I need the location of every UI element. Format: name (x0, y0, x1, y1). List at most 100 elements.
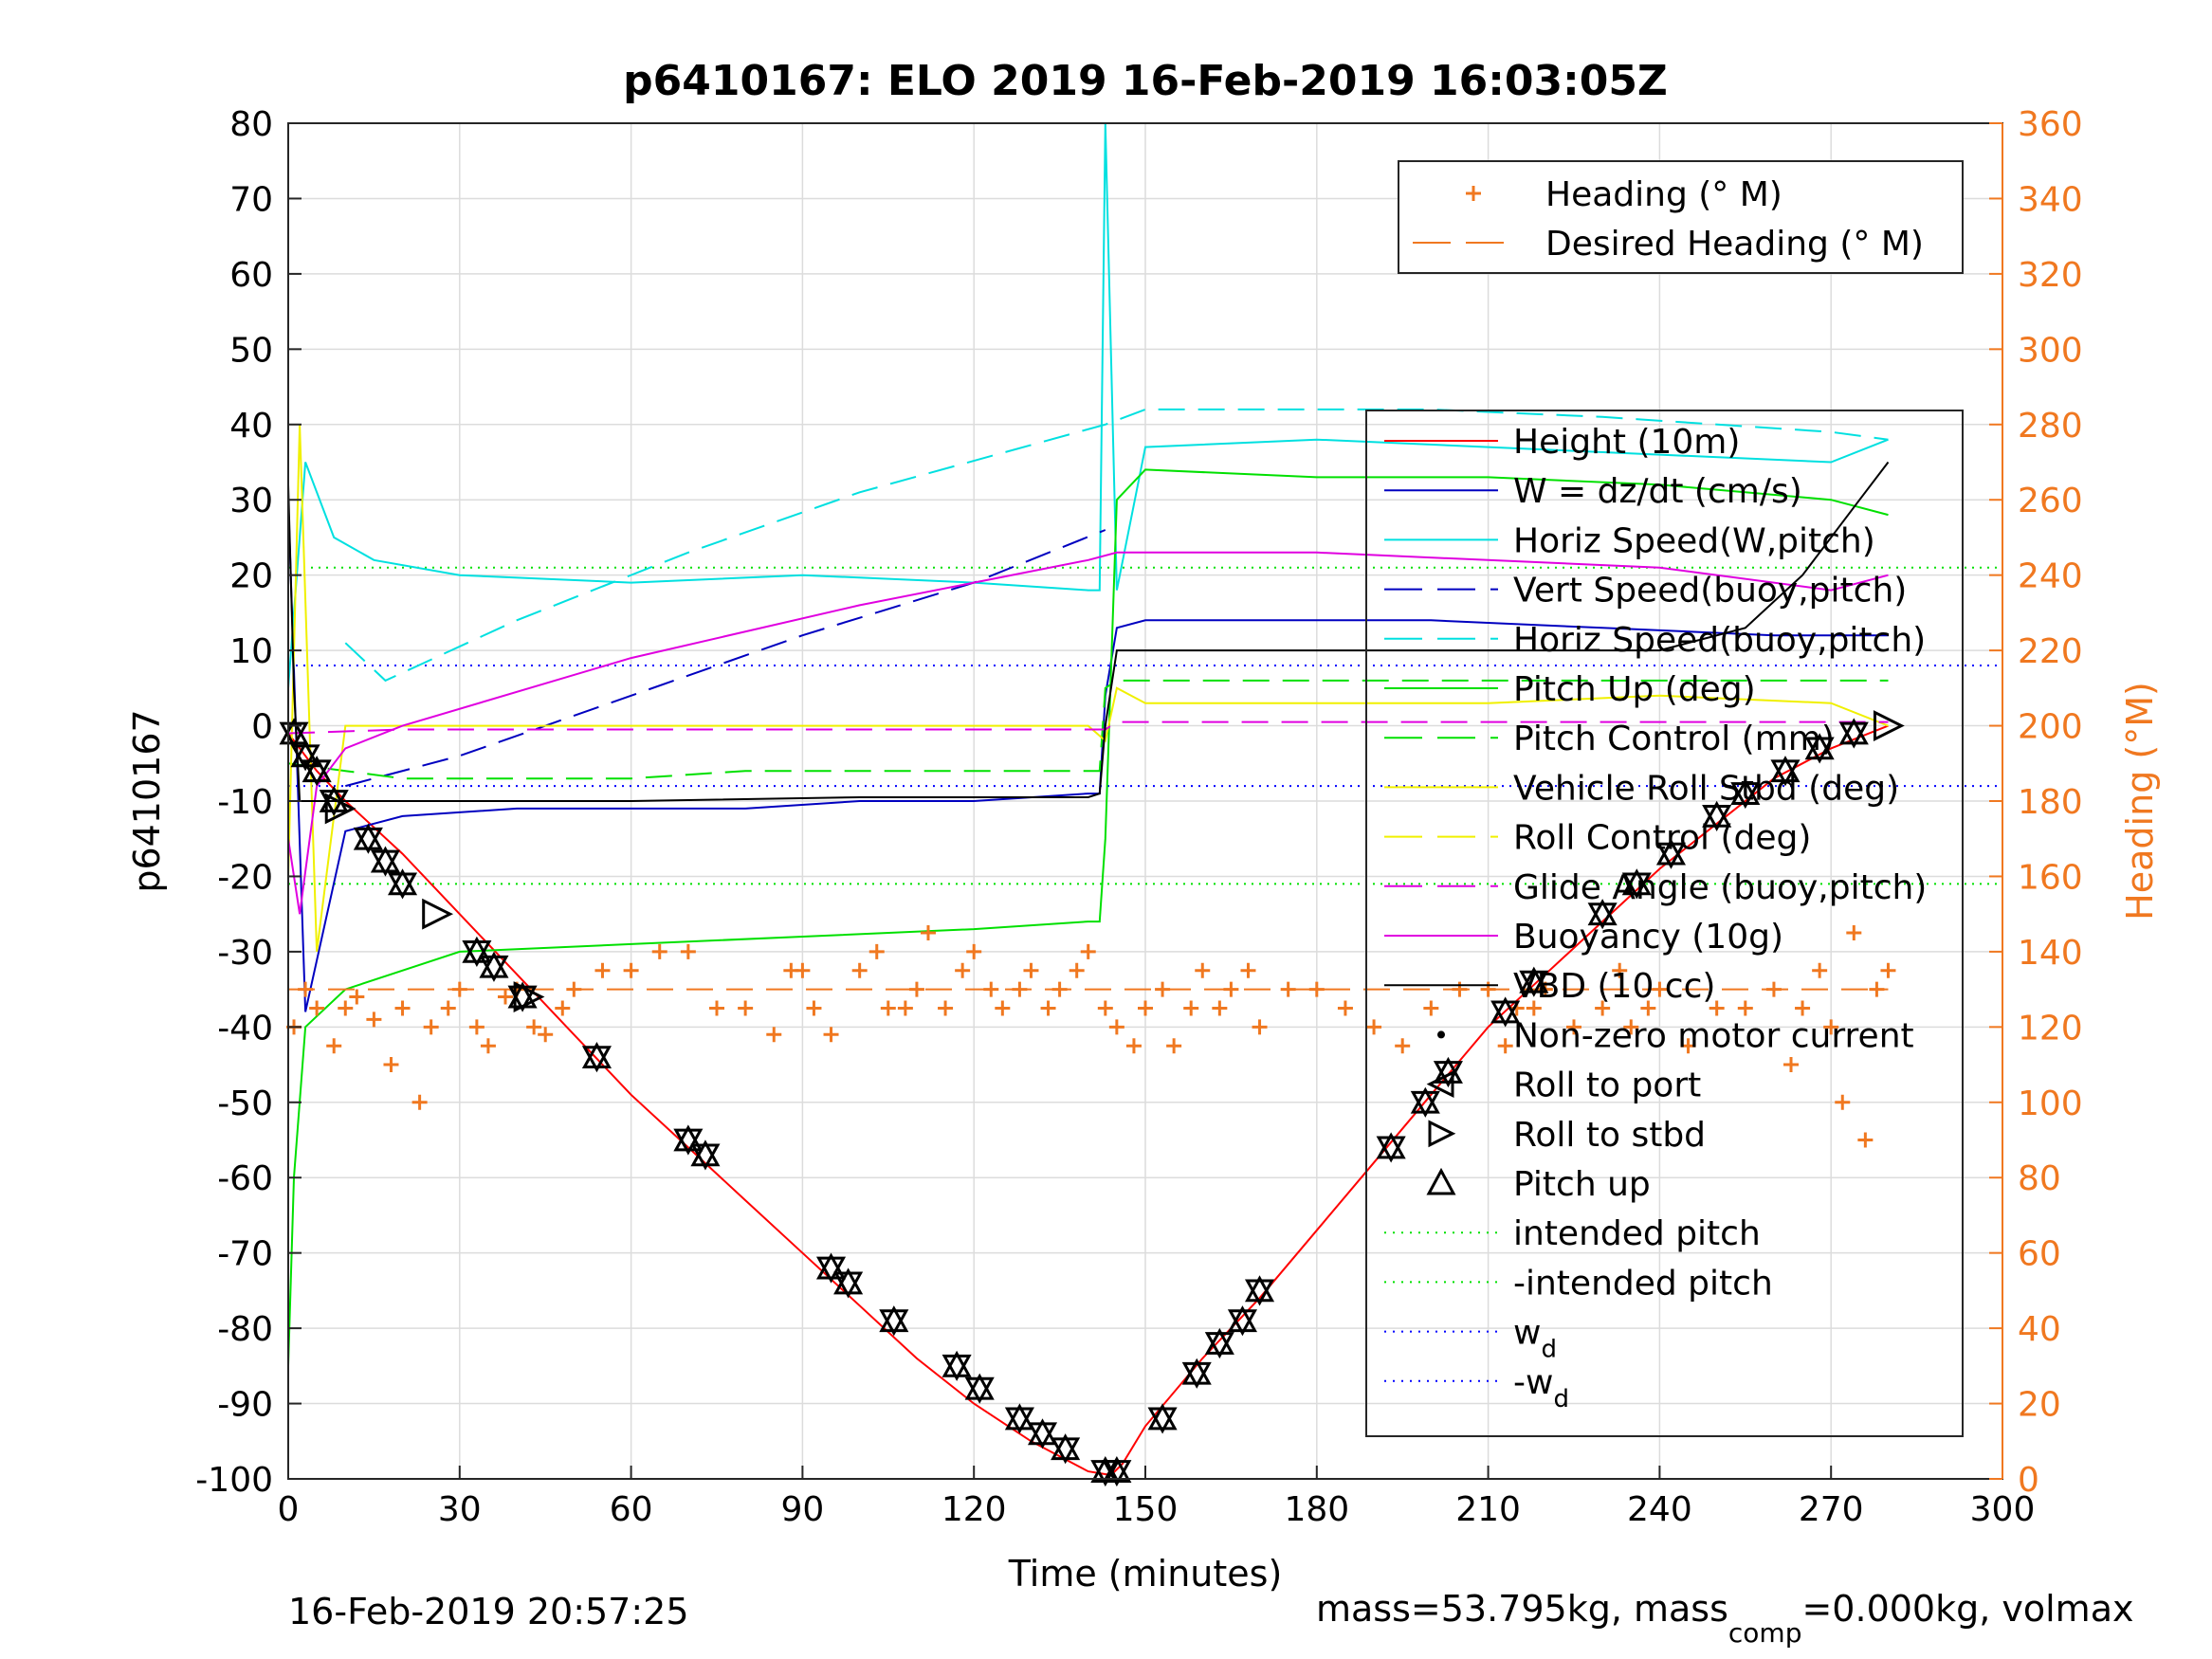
footer-mass-tail: =0.000kg, volmax (1801, 1588, 2133, 1630)
roll-marker (1730, 782, 1761, 810)
heading-point (1308, 981, 1325, 997)
heading-point (966, 943, 982, 959)
heading-point (1138, 1000, 1153, 1016)
heading-point (709, 1000, 724, 1016)
legend-label: Pitch Up (deg) (1513, 670, 1756, 709)
heading-point (1280, 981, 1296, 997)
heading-point (1195, 962, 1211, 978)
x-tick-label: 60 (610, 1490, 653, 1529)
heading-point (623, 962, 639, 978)
heading-point (411, 1094, 428, 1110)
roll-marker (1804, 737, 1835, 764)
y-tick-label: -100 (195, 1461, 273, 1500)
heading-point (309, 1000, 325, 1016)
y-axis-label: p6410167 (126, 709, 168, 892)
heading-point (1526, 1000, 1542, 1016)
heading-point (1835, 1094, 1851, 1110)
y-tick-label: 40 (229, 407, 273, 446)
heading-point (1166, 1038, 1182, 1054)
heading-point (1012, 981, 1028, 997)
legend-heading-swatch (1466, 186, 1481, 201)
heading-point (349, 989, 365, 1005)
heading-point (823, 1027, 839, 1043)
heading-point (338, 1000, 354, 1016)
roll-marker (1147, 1407, 1178, 1434)
roll-marker (1204, 1332, 1234, 1359)
y-tick-label: -60 (217, 1159, 273, 1198)
heading-point (1623, 1019, 1639, 1035)
x-tick-label: 150 (1113, 1490, 1179, 1529)
legend-label: W = dz/dt (cm/s) (1513, 472, 1802, 511)
heading-point (806, 1000, 822, 1016)
heading-point (566, 981, 582, 997)
heading-point (480, 1038, 496, 1054)
y-tick-label: 30 (229, 482, 273, 520)
heading-point (738, 1000, 754, 1016)
heading-point (1223, 981, 1239, 997)
y2-tick-label: 60 (2018, 1235, 2061, 1274)
y-tick-label: 80 (229, 105, 273, 144)
roll-marker (815, 1256, 847, 1284)
heading-point (1737, 1000, 1753, 1016)
legend-label-sub: d (1541, 1336, 1557, 1364)
roll-marker (1587, 902, 1618, 930)
roll-marker (581, 1046, 612, 1073)
heading-point (1240, 962, 1256, 978)
x-tick-label: 0 (278, 1490, 300, 1529)
y-tick-label: 10 (229, 632, 273, 671)
heading-point (594, 962, 611, 978)
heading-point (1566, 1019, 1581, 1035)
heading-point (1680, 1038, 1696, 1054)
heading-point (1069, 962, 1085, 978)
heading-point (1337, 1000, 1353, 1016)
y2-tick-label: 0 (2018, 1461, 2039, 1500)
heading-point (851, 962, 868, 978)
heading-point (955, 962, 971, 978)
heading-point (1423, 1000, 1439, 1016)
y2-tick-label: 360 (2018, 105, 2083, 144)
legend-label: Vehicle Roll Stbd (deg) (1513, 769, 1899, 808)
heading-point (1108, 1019, 1124, 1035)
series-line (344, 408, 1889, 683)
legend-swatch (1426, 1070, 1454, 1099)
heading-point (1709, 1000, 1725, 1016)
y-tick-label: -50 (217, 1085, 273, 1123)
legend-label: Horiz Speed(buoy,pitch) (1513, 621, 1926, 660)
roll-marker (690, 1143, 721, 1171)
chart-title: p6410167: ELO 2019 16-Feb-2019 16:03:05Z (623, 57, 1668, 105)
footer-mass: mass=53.795kg, masscomp=0.000kg, volmax (1316, 1588, 2133, 1649)
legend-label: Glide Angle (buoy,pitch) (1513, 868, 1927, 907)
heading-point (897, 1000, 913, 1016)
legend-heading-label: Heading (° M) (1545, 175, 1782, 214)
legend-label: Pitch Control (mm) (1513, 720, 1835, 758)
y-tick-label: 60 (229, 256, 273, 295)
legend-label: Roll to stbd (1513, 1116, 1706, 1155)
heading-point (766, 1027, 782, 1043)
heading-point (1640, 1000, 1656, 1016)
heading-point (1783, 1057, 1800, 1073)
heading-point (1857, 1132, 1874, 1148)
ticks: 0 30 60 90 120 150 180 210 240 270 300807060504030… (195, 105, 2082, 1529)
roll-marker (1655, 842, 1686, 869)
legend-label: Roll Control (deg) (1513, 819, 1811, 858)
heading-point (1795, 1000, 1811, 1016)
legend-label: Vert Speed(buoy,pitch) (1513, 572, 1907, 611)
heading-point (1366, 1019, 1382, 1035)
roll-marker (1004, 1407, 1034, 1434)
heading-point (938, 1000, 954, 1016)
roll-marker (290, 744, 320, 772)
roll-marker (387, 872, 418, 900)
y2-tick-label: 300 (2018, 331, 2083, 370)
heading-point (1252, 1019, 1268, 1035)
roll-marker (1181, 1361, 1212, 1389)
x-axis-label: Time (minutes) (1008, 1553, 1283, 1595)
heading-point (1125, 1038, 1142, 1054)
x-tick-label: 270 (1799, 1490, 1864, 1529)
heading-point (1612, 962, 1628, 978)
y2-tick-label: 80 (2018, 1159, 2061, 1198)
heading-point (1395, 1038, 1411, 1054)
legend-label: Non-zero motor current (1513, 1016, 1914, 1055)
y2-tick-label: 160 (2018, 858, 2083, 897)
series-line (287, 468, 1889, 1366)
heading-point (383, 1057, 399, 1073)
